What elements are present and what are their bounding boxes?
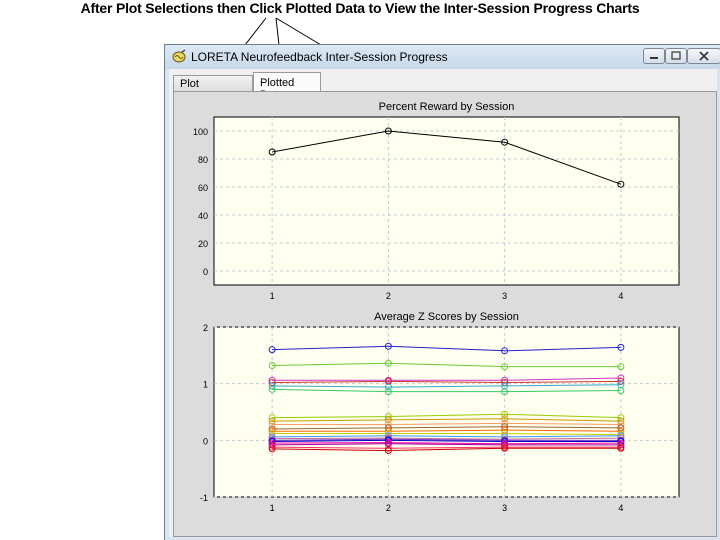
chart2-data-point <box>617 363 625 371</box>
chart1-ytick-label: 60 <box>198 183 208 193</box>
chart2-data-point <box>501 415 509 423</box>
chart2-series-line <box>272 439 621 442</box>
chart2-data-point <box>384 383 392 391</box>
chart2-plot-area <box>213 326 680 498</box>
chart2-series-line <box>272 437 621 440</box>
chart2-series-line <box>272 413 621 419</box>
chart2-xtick-label: 3 <box>502 503 507 513</box>
chart2-data-point <box>268 362 276 370</box>
chart2-data-point <box>268 425 276 433</box>
title-bar[interactable]: LORETA Neurofeedback Inter-Session Progr… <box>165 45 720 69</box>
chart1-ytick-label: 0 <box>203 267 208 277</box>
chart2-data-point <box>501 347 509 355</box>
chart1-data-point <box>268 148 276 156</box>
close-icon <box>699 51 709 61</box>
chart2-data-point <box>268 379 276 387</box>
chart2-ytick-label: 1 <box>203 380 208 390</box>
chart1-ytick-label: 40 <box>198 211 208 221</box>
chart2-series-line <box>272 429 621 432</box>
close-button[interactable] <box>687 48 720 64</box>
chart2-data-point <box>617 386 625 394</box>
chart2-series-line <box>272 380 621 384</box>
chart2-data-point <box>384 440 392 448</box>
chart1-ytick-label: 20 <box>198 239 208 249</box>
tab-plotted-data[interactable]: Plotted Data <box>253 72 321 101</box>
chart2-data-point <box>501 363 509 371</box>
chart2-data-point <box>617 374 625 382</box>
chart2-series-line <box>272 433 621 436</box>
chart2-data-point <box>384 447 392 455</box>
window-client-area: Plot Selections Plotted Data Percent Rew… <box>169 69 717 537</box>
chart2-data-point <box>501 388 509 396</box>
tab-plot-selections[interactable]: Plot Selections <box>173 75 253 102</box>
chart2-xtick-label: 1 <box>270 503 275 513</box>
chart2-xtick-label: 4 <box>618 503 623 513</box>
chart2-series-line <box>272 447 621 452</box>
chart2-series-line <box>272 426 621 430</box>
chart2-data-point <box>384 427 392 435</box>
chart2-data-point <box>617 377 625 385</box>
chart2-title: Average Z Scores by Session <box>374 311 519 323</box>
chart2-series-line <box>272 388 621 393</box>
chart1-series-line <box>272 130 622 185</box>
chart1-data-point <box>384 127 392 135</box>
chart1-data-point <box>617 180 625 188</box>
chart2-series-line <box>272 446 621 449</box>
chart2-data-point <box>501 410 509 418</box>
instruction-caption: After Plot Selections then Click Plotted… <box>80 0 640 16</box>
chart2-series-line <box>272 377 621 381</box>
chart2-data-point <box>268 445 276 453</box>
chart2-series-line <box>272 443 621 446</box>
chart2-series-line <box>272 438 621 441</box>
chart2-series-line <box>272 422 621 425</box>
chart2-data-point <box>268 441 276 449</box>
chart1-ytick-label: 100 <box>193 127 208 137</box>
chart2-ytick-label: 0 <box>203 436 208 446</box>
window-title: LORETA Neurofeedback Inter-Session Progr… <box>191 50 448 64</box>
plotted-data-panel: Percent Reward by Session 100 80 60 40 20 0 1 2 3… <box>173 91 717 537</box>
chart2-series-line <box>272 345 621 352</box>
app-window: LORETA Neurofeedback Inter-Session Progr… <box>164 44 720 540</box>
chart1-plot-area <box>213 116 680 286</box>
chart2-data-point <box>617 444 625 452</box>
chart1-xtick-label: 4 <box>618 291 623 301</box>
chart2-data-point <box>268 346 276 354</box>
chart1-xtick-label: 1 <box>270 291 275 301</box>
minimize-icon <box>650 57 658 59</box>
maximize-button[interactable] <box>665 48 687 64</box>
chart2-data-point <box>384 444 392 452</box>
chart2-xtick-label: 2 <box>386 503 391 513</box>
chart2-data-point <box>384 342 392 350</box>
chart2-data-point <box>268 420 276 428</box>
chart1-xtick-label: 3 <box>502 291 507 301</box>
chart2-data-point <box>268 382 276 390</box>
app-brain-icon <box>172 49 186 63</box>
chart1-ytick-label: 80 <box>198 155 208 165</box>
chart2-data-point <box>384 388 392 396</box>
chart1-title: Percent Reward by Session <box>379 101 515 113</box>
minimize-button[interactable] <box>643 48 665 64</box>
chart2-data-point <box>268 385 276 393</box>
average-z-scores-chart: Average Z Scores by Session 2 1 0 -1 1 2 3 4 <box>200 311 680 513</box>
chart2-data-point <box>384 359 392 367</box>
chart2-data-point <box>617 343 625 351</box>
chart2-series-line <box>272 442 621 445</box>
chart2-series-line <box>272 435 621 438</box>
chart2-series-line <box>272 418 621 422</box>
chart2-ytick-label: -1 <box>200 493 208 503</box>
chart1-xtick-label: 2 <box>386 291 391 301</box>
percent-reward-chart: Percent Reward by Session 100 80 60 40 20 0 1 2 3… <box>193 101 680 301</box>
chart2-ytick-label: 2 <box>203 323 208 333</box>
maximize-icon <box>671 51 681 60</box>
chart2-data-point <box>384 416 392 424</box>
chart1-data-point <box>501 138 509 146</box>
chart2-series-line <box>272 362 621 368</box>
chart2-series-line <box>272 384 621 388</box>
chart2-data-point <box>501 444 509 452</box>
